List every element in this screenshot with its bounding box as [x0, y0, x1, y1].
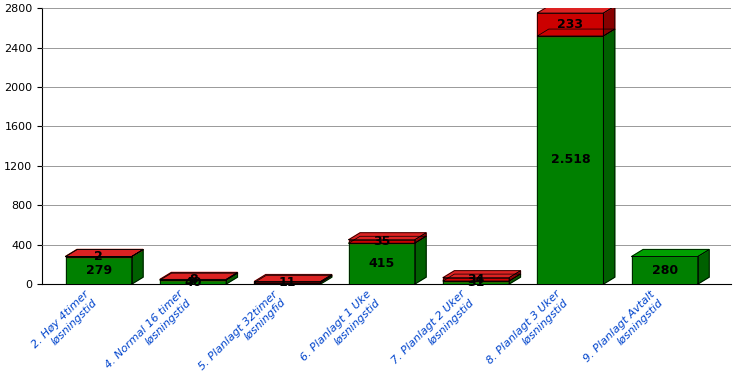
Text: 31: 31 [467, 276, 485, 289]
Polygon shape [226, 273, 237, 284]
Polygon shape [348, 236, 426, 243]
Polygon shape [603, 29, 614, 284]
Polygon shape [65, 250, 143, 257]
Polygon shape [226, 272, 237, 280]
Polygon shape [254, 275, 331, 281]
Polygon shape [254, 276, 331, 283]
Polygon shape [537, 29, 614, 36]
Polygon shape [65, 257, 132, 284]
Text: 34: 34 [467, 273, 485, 286]
Polygon shape [509, 271, 520, 281]
Polygon shape [65, 250, 143, 257]
Polygon shape [132, 250, 143, 284]
Polygon shape [160, 273, 237, 280]
Polygon shape [160, 280, 226, 284]
Polygon shape [537, 6, 614, 13]
Polygon shape [603, 6, 614, 36]
Polygon shape [443, 281, 509, 284]
Polygon shape [348, 233, 426, 240]
Text: 233: 233 [557, 18, 584, 31]
Text: 11: 11 [279, 275, 296, 288]
Polygon shape [254, 281, 320, 283]
Polygon shape [509, 274, 520, 284]
Polygon shape [632, 257, 698, 284]
Polygon shape [348, 243, 415, 284]
Polygon shape [443, 278, 509, 281]
Polygon shape [443, 271, 520, 278]
Text: 280: 280 [652, 264, 678, 277]
Polygon shape [415, 236, 426, 284]
Polygon shape [698, 250, 709, 284]
Polygon shape [443, 274, 520, 281]
Text: 35: 35 [373, 235, 390, 248]
Polygon shape [537, 13, 603, 36]
Polygon shape [254, 283, 320, 284]
Polygon shape [537, 36, 603, 284]
Text: 415: 415 [369, 257, 395, 270]
Text: 40: 40 [184, 276, 202, 288]
Polygon shape [160, 279, 226, 280]
Polygon shape [415, 233, 426, 243]
Polygon shape [132, 250, 143, 257]
Text: 2: 2 [94, 250, 103, 263]
Text: 279: 279 [86, 264, 112, 277]
Polygon shape [160, 272, 237, 279]
Polygon shape [320, 276, 331, 284]
Text: 8: 8 [189, 273, 198, 286]
Text: 2.518: 2.518 [551, 154, 590, 167]
Polygon shape [632, 250, 709, 257]
Polygon shape [320, 275, 331, 283]
Polygon shape [348, 240, 415, 243]
